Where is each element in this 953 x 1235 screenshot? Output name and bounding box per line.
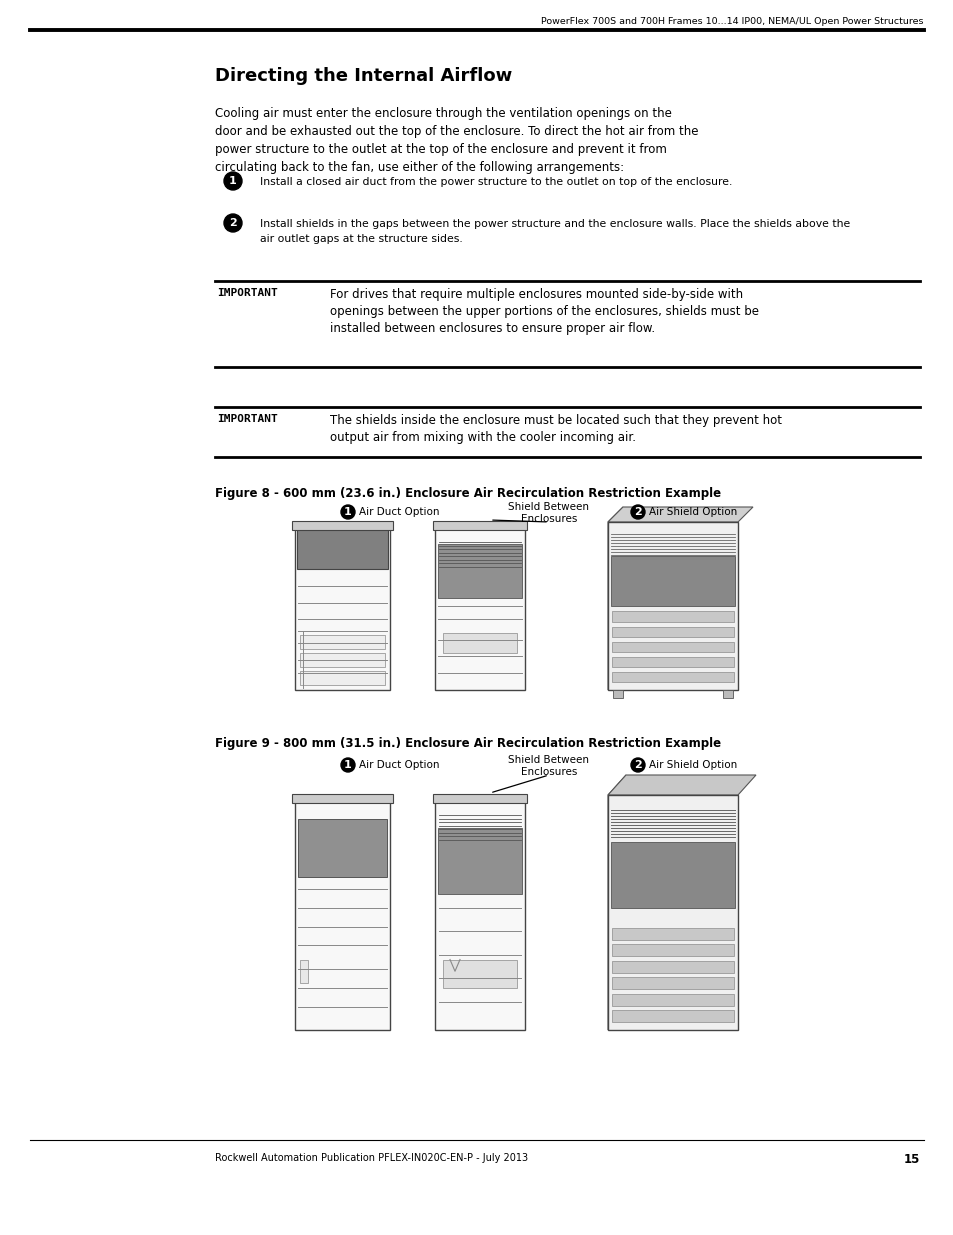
Bar xyxy=(612,657,733,667)
Polygon shape xyxy=(607,776,755,795)
Text: IMPORTANT: IMPORTANT xyxy=(216,288,277,298)
Bar xyxy=(435,522,524,690)
Text: output air from mixing with the cooler incoming air.: output air from mixing with the cooler i… xyxy=(330,431,636,445)
Bar xyxy=(299,653,385,667)
Text: Shield Between
Enclosures: Shield Between Enclosures xyxy=(508,755,589,777)
Text: Cooling air must enter the enclosure through the ventilation openings on the: Cooling air must enter the enclosure thr… xyxy=(214,107,671,120)
Polygon shape xyxy=(607,776,625,1030)
Bar xyxy=(612,626,733,636)
Text: Install shields in the gaps between the power structure and the enclosure walls.: Install shields in the gaps between the … xyxy=(260,219,849,228)
Bar xyxy=(612,927,733,940)
Bar xyxy=(433,794,526,803)
Text: Rockwell Automation Publication PFLEX-IN020C-EN-P - July 2013: Rockwell Automation Publication PFLEX-IN… xyxy=(214,1153,528,1163)
Text: air outlet gaps at the structure sides.: air outlet gaps at the structure sides. xyxy=(260,233,462,245)
Text: The shields inside the enclosure must be located such that they prevent hot: The shields inside the enclosure must be… xyxy=(330,414,781,427)
Bar xyxy=(294,522,390,690)
Text: Install a closed air duct from the power structure to the outlet on top of the e: Install a closed air duct from the power… xyxy=(260,177,732,186)
Circle shape xyxy=(340,758,355,772)
Text: Air Shield Option: Air Shield Option xyxy=(648,760,737,769)
Text: 1: 1 xyxy=(229,177,236,186)
Bar xyxy=(607,795,738,1030)
Circle shape xyxy=(630,758,644,772)
Circle shape xyxy=(630,505,644,519)
Text: Air Duct Option: Air Duct Option xyxy=(358,508,439,517)
Bar xyxy=(613,690,622,698)
Bar xyxy=(437,543,521,598)
Bar xyxy=(294,795,390,1030)
Bar xyxy=(435,795,524,1030)
Text: Shield Between
Enclosures: Shield Between Enclosures xyxy=(508,501,589,525)
Text: Air Duct Option: Air Duct Option xyxy=(358,760,439,769)
Bar xyxy=(292,521,393,530)
Text: circulating back to the fan, use either of the following arrangements:: circulating back to the fan, use either … xyxy=(214,161,623,174)
Text: Directing the Internal Airflow: Directing the Internal Airflow xyxy=(214,67,512,85)
Text: IMPORTANT: IMPORTANT xyxy=(216,414,277,424)
Text: 1: 1 xyxy=(344,760,352,769)
Bar xyxy=(612,961,733,973)
Text: 2: 2 xyxy=(229,219,236,228)
Bar xyxy=(612,672,733,682)
Text: 2: 2 xyxy=(634,760,641,769)
Text: openings between the upper portions of the enclosures, shields must be: openings between the upper portions of t… xyxy=(330,305,759,317)
Text: For drives that require multiple enclosures mounted side-by-side with: For drives that require multiple enclosu… xyxy=(330,288,742,301)
Bar xyxy=(610,556,734,606)
Text: Figure 8 - 600 mm (23.6 in.) Enclosure Air Recirculation Restriction Example: Figure 8 - 600 mm (23.6 in.) Enclosure A… xyxy=(214,487,720,500)
Circle shape xyxy=(340,505,355,519)
Text: Air Shield Option: Air Shield Option xyxy=(648,508,737,517)
Bar xyxy=(612,945,733,956)
Bar xyxy=(442,632,517,653)
Text: door and be exhausted out the top of the enclosure. To direct the hot air from t: door and be exhausted out the top of the… xyxy=(214,125,698,138)
Bar xyxy=(612,611,733,621)
Bar xyxy=(612,642,733,652)
Bar xyxy=(299,960,308,983)
Circle shape xyxy=(224,172,242,190)
Bar xyxy=(612,1010,733,1023)
Bar xyxy=(297,819,387,877)
Text: power structure to the outlet at the top of the enclosure and prevent it from: power structure to the outlet at the top… xyxy=(214,143,666,156)
Bar xyxy=(299,671,385,685)
Text: 2: 2 xyxy=(634,508,641,517)
Bar xyxy=(607,522,738,690)
Bar xyxy=(442,960,517,988)
Bar xyxy=(292,794,393,803)
Bar xyxy=(437,827,521,894)
Bar xyxy=(433,521,526,530)
Bar xyxy=(612,977,733,989)
Bar xyxy=(610,842,734,908)
Text: PowerFlex 700S and 700H Frames 10...14 IP00, NEMA/UL Open Power Structures: PowerFlex 700S and 700H Frames 10...14 I… xyxy=(541,17,923,26)
Bar xyxy=(296,522,388,569)
Bar xyxy=(722,690,732,698)
Polygon shape xyxy=(607,508,752,522)
Text: 15: 15 xyxy=(902,1153,919,1166)
Polygon shape xyxy=(607,508,622,690)
Bar xyxy=(299,635,385,650)
Text: 1: 1 xyxy=(344,508,352,517)
Text: installed between enclosures to ensure proper air flow.: installed between enclosures to ensure p… xyxy=(330,322,655,335)
Text: Figure 9 - 800 mm (31.5 in.) Enclosure Air Recirculation Restriction Example: Figure 9 - 800 mm (31.5 in.) Enclosure A… xyxy=(214,737,720,750)
Circle shape xyxy=(224,214,242,232)
Bar xyxy=(612,994,733,1005)
